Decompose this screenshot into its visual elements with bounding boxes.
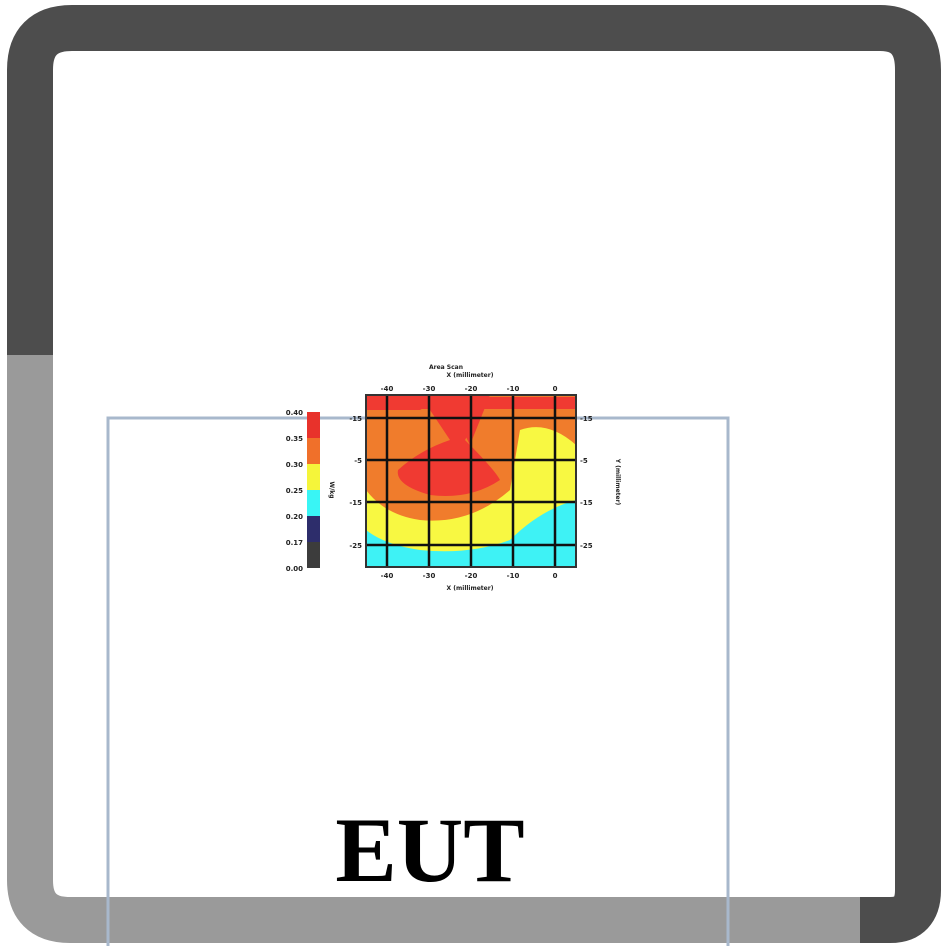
scale-value: 0.17 — [286, 539, 303, 547]
top-tick: -30 — [423, 385, 436, 393]
scale-value: 0.35 — [286, 435, 303, 443]
right-tick: -5 — [580, 457, 588, 465]
sar-heatmap: Area Scan X (millimeter) — [286, 364, 621, 592]
right-tick: -25 — [580, 542, 593, 550]
scale-swatch — [307, 516, 320, 542]
scale-swatch — [307, 464, 320, 490]
left-tick: -15 — [349, 415, 362, 423]
region-red-center — [397, 395, 500, 496]
frame-light-segment — [7, 355, 860, 943]
heatmap-x-axis-title-top: X (millimeter) — [447, 372, 494, 379]
top-tick: -10 — [507, 385, 520, 393]
scale-value: 0.30 — [286, 461, 303, 469]
scale-title: W/kg — [328, 481, 335, 498]
left-tick: -25 — [349, 542, 362, 550]
heatmap-border — [365, 394, 577, 568]
bottom-tick: 0 — [553, 572, 558, 580]
scale-value: 0.40 — [286, 409, 303, 417]
top-tick: -40 — [381, 385, 394, 393]
bottom-tick: -20 — [465, 572, 478, 580]
scale-swatch — [307, 438, 320, 464]
heatmap-x-axis-title-bottom: X (millimeter) — [447, 585, 494, 592]
top-tick: 0 — [553, 385, 558, 393]
scale-swatch — [307, 542, 320, 568]
bottom-tick: -40 — [381, 572, 394, 580]
eut-label: EUT — [335, 799, 525, 901]
top-tick: -20 — [465, 385, 478, 393]
heatmap-grid — [366, 395, 576, 567]
scale-value: 0.25 — [286, 487, 303, 495]
scale-value: 0.00 — [286, 565, 303, 573]
bottom-tick: -10 — [507, 572, 520, 580]
frame-dark-segment — [7, 4, 941, 943]
color-scale: 0.40 0.35 0.30 0.25 0.20 0.17 0.00 W/kg — [286, 409, 335, 573]
scale-value: 0.20 — [286, 513, 303, 521]
right-tick: -15 — [580, 415, 593, 423]
bottom-tick: -30 — [423, 572, 436, 580]
heatmap-title: Area Scan — [429, 364, 463, 371]
left-tick: -15 — [349, 499, 362, 507]
left-tick: -5 — [354, 457, 362, 465]
right-tick: -15 — [580, 499, 593, 507]
scale-swatch — [307, 412, 320, 438]
scale-swatch — [307, 490, 320, 516]
heatmap-y-axis-title: Y (millimeter) — [614, 458, 621, 506]
